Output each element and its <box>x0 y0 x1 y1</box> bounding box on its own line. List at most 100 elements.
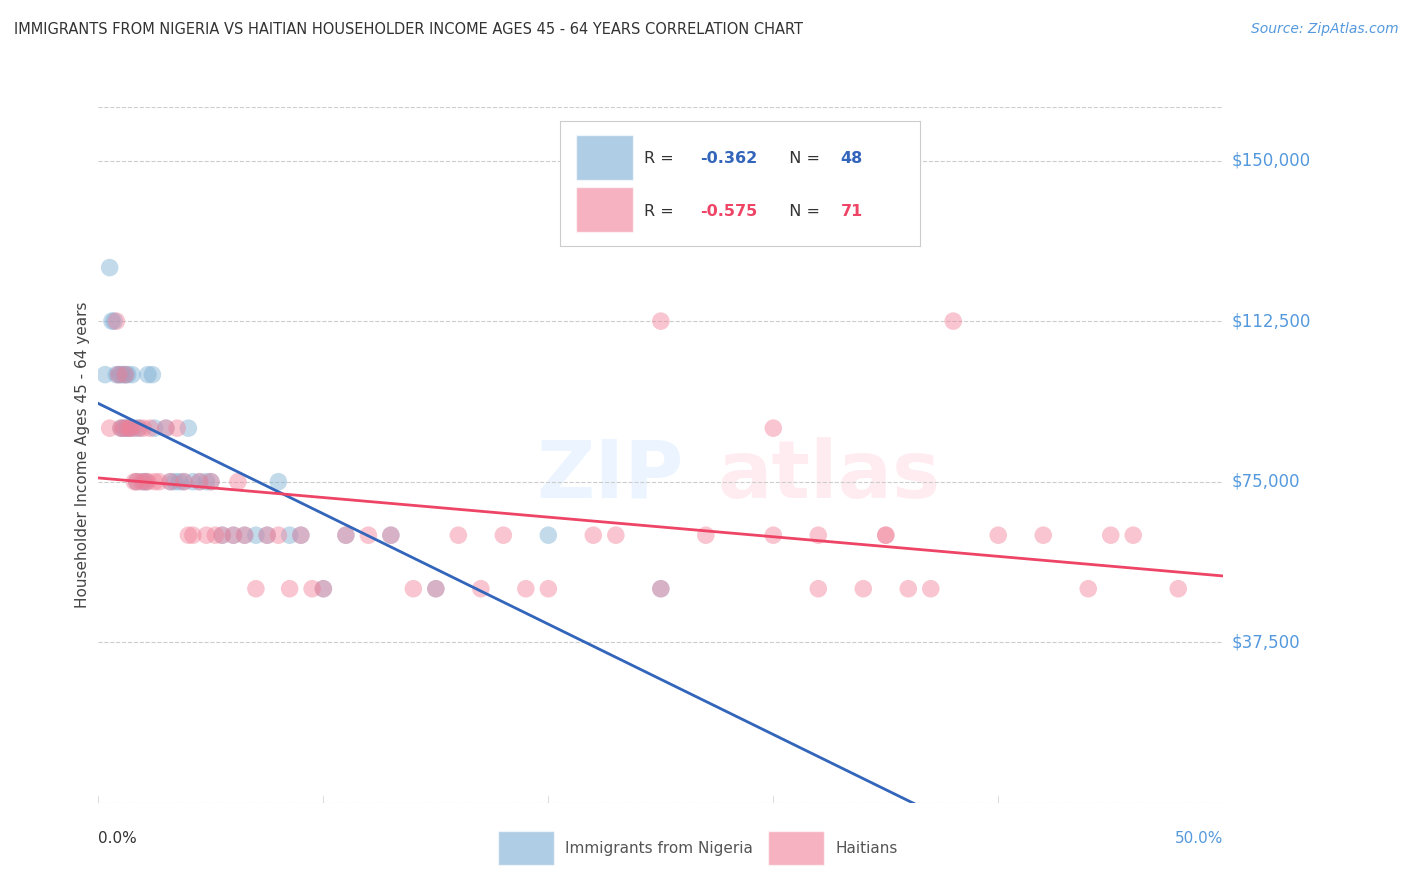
Text: IMMIGRANTS FROM NIGERIA VS HAITIAN HOUSEHOLDER INCOME AGES 45 - 64 YEARS CORRELA: IMMIGRANTS FROM NIGERIA VS HAITIAN HOUSE… <box>14 22 803 37</box>
Point <box>380 528 402 542</box>
Point <box>139 421 162 435</box>
Y-axis label: Householder Income Ages 45 - 64 years: Householder Income Ages 45 - 64 years <box>75 301 90 608</box>
Point <box>211 528 233 542</box>
Point <box>117 421 139 435</box>
Point <box>143 475 166 489</box>
Point <box>112 421 135 435</box>
Point <box>650 582 672 596</box>
Point <box>650 582 672 596</box>
Text: $112,500: $112,500 <box>1232 312 1310 330</box>
Text: atlas: atlas <box>717 437 941 515</box>
Point <box>852 582 875 596</box>
Point <box>112 421 135 435</box>
Point <box>112 368 135 382</box>
Point <box>163 475 186 489</box>
Point <box>335 528 357 542</box>
Point <box>188 475 211 489</box>
Point <box>181 528 204 542</box>
Point <box>177 528 200 542</box>
Text: $75,000: $75,000 <box>1232 473 1301 491</box>
Text: -0.362: -0.362 <box>700 151 758 166</box>
Point <box>105 314 128 328</box>
Point <box>425 582 447 596</box>
Point <box>195 528 218 542</box>
Point <box>256 528 278 542</box>
Point <box>173 475 195 489</box>
Point <box>135 475 157 489</box>
Point <box>807 582 830 596</box>
Point <box>425 582 447 596</box>
Point <box>110 421 132 435</box>
Point <box>110 421 132 435</box>
Point <box>301 582 323 596</box>
Point <box>650 314 672 328</box>
Text: 0.0%: 0.0% <box>98 830 138 846</box>
Text: N =: N = <box>779 151 825 166</box>
Point <box>143 421 166 435</box>
Point <box>278 528 301 542</box>
Point <box>124 421 146 435</box>
Point <box>169 475 191 489</box>
Point <box>114 368 136 382</box>
Point <box>159 475 181 489</box>
Point <box>515 582 537 596</box>
Point <box>114 421 136 435</box>
Point <box>125 475 148 489</box>
Point <box>117 368 139 382</box>
FancyBboxPatch shape <box>768 830 824 865</box>
FancyBboxPatch shape <box>576 187 633 232</box>
Point <box>987 528 1010 542</box>
Text: 50.0%: 50.0% <box>1175 830 1223 846</box>
Point <box>132 421 155 435</box>
Point <box>1099 528 1122 542</box>
Point <box>762 528 785 542</box>
Point <box>159 475 181 489</box>
Point <box>121 421 143 435</box>
Point <box>245 528 267 542</box>
Point <box>233 528 256 542</box>
Point <box>226 475 249 489</box>
Point <box>124 475 146 489</box>
Point <box>807 528 830 542</box>
Point <box>136 475 159 489</box>
Point <box>195 475 218 489</box>
Point <box>128 421 150 435</box>
Point <box>1122 528 1144 542</box>
Point <box>233 528 256 542</box>
Text: Source: ZipAtlas.com: Source: ZipAtlas.com <box>1251 22 1399 37</box>
Point <box>357 528 380 542</box>
Point <box>98 421 121 435</box>
Point <box>942 314 965 328</box>
Point <box>875 528 897 542</box>
Point <box>470 582 492 596</box>
Text: ZIP: ZIP <box>536 437 683 515</box>
Point <box>188 475 211 489</box>
Point <box>114 368 136 382</box>
Text: R =: R = <box>644 204 679 219</box>
Point <box>129 475 152 489</box>
Point <box>897 582 920 596</box>
Point <box>173 475 195 489</box>
Text: $150,000: $150,000 <box>1232 152 1310 169</box>
Text: R =: R = <box>644 151 679 166</box>
Point <box>181 475 204 489</box>
Point <box>537 582 560 596</box>
Point <box>447 528 470 542</box>
Point <box>204 528 226 542</box>
Point <box>211 528 233 542</box>
FancyBboxPatch shape <box>498 830 554 865</box>
Point <box>125 475 148 489</box>
Point <box>920 582 942 596</box>
Point <box>107 368 129 382</box>
Text: Immigrants from Nigeria: Immigrants from Nigeria <box>565 840 754 855</box>
Point <box>141 368 163 382</box>
Text: N =: N = <box>779 204 825 219</box>
Point <box>312 582 335 596</box>
Point <box>605 528 627 542</box>
Point <box>148 475 170 489</box>
Point <box>155 421 177 435</box>
Point <box>582 528 605 542</box>
Point <box>200 475 222 489</box>
Point <box>256 528 278 542</box>
Point <box>335 528 357 542</box>
